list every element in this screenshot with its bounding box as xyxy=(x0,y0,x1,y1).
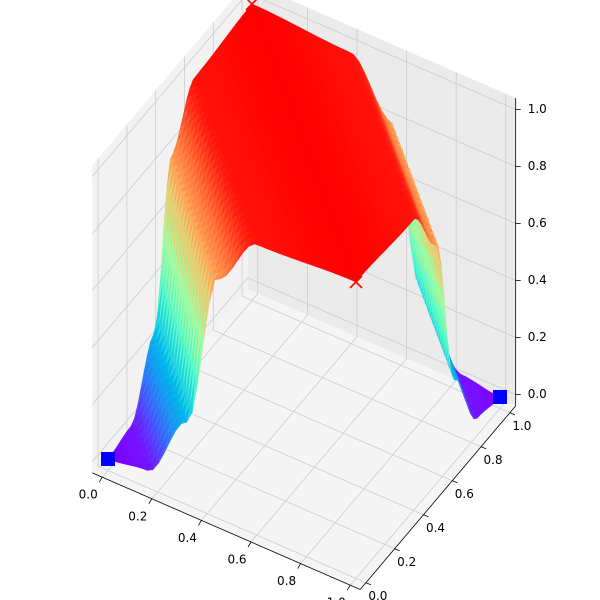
square-marker xyxy=(101,452,115,466)
y-tick-mark xyxy=(480,446,487,450)
grid-line-y xyxy=(97,158,367,584)
x-tick-mark xyxy=(247,541,252,548)
square-marker xyxy=(493,390,507,404)
y-tick-label: 0.2 xyxy=(397,555,416,569)
z-tick-label: 0.2 xyxy=(528,330,547,344)
z-tick-label: 0.4 xyxy=(528,273,547,287)
y-tick-mark xyxy=(394,548,400,552)
y-tick-label: 0.8 xyxy=(484,453,503,467)
x-tick-label: 0.6 xyxy=(227,553,246,567)
x-tick-mark xyxy=(198,520,202,526)
x-tick-label: 0.2 xyxy=(128,509,147,523)
z-tick-label: 0.8 xyxy=(528,159,547,173)
x-marker xyxy=(245,0,259,11)
x-tick-mark xyxy=(98,476,103,483)
axis-lines xyxy=(92,98,517,590)
tick-labels: 0.0 0.2 0.4 0.6 0.8 1.0 0.0 0.2 0.4 0.6 0.8 1.0 0.0 0… xyxy=(79,102,547,600)
x-tick-label: 0.4 xyxy=(178,531,197,545)
grid-line-x xyxy=(250,50,408,543)
x-tick-label: 1.0 xyxy=(327,596,346,600)
y-tick-mark xyxy=(365,582,372,586)
y-tick-mark xyxy=(452,480,458,484)
x-tick-label: 0.8 xyxy=(277,574,296,588)
y-tick-label: 0.6 xyxy=(455,487,474,501)
x-tick-label: 0.0 xyxy=(79,488,98,502)
z-tick-label: 1.0 xyxy=(528,102,547,116)
x-tick-mark xyxy=(148,498,153,505)
z-tick-label: 0.0 xyxy=(528,387,547,401)
y-tick-label: 0.4 xyxy=(426,521,445,535)
grid-line-z xyxy=(91,0,516,177)
y-tick-label: 0.0 xyxy=(368,589,387,600)
z-tick-label: 0.6 xyxy=(528,216,547,230)
y-tick-mark xyxy=(509,412,516,416)
y-axis-line xyxy=(359,405,516,590)
y-tick-label: 1.0 xyxy=(512,419,531,433)
x-tick-mark xyxy=(297,563,301,569)
x-axis-line xyxy=(92,472,361,590)
x-tick-mark xyxy=(346,584,351,591)
surface-mesh xyxy=(107,3,501,471)
y-tick-mark xyxy=(423,514,429,518)
x-marker xyxy=(349,275,363,289)
markers xyxy=(101,0,507,466)
